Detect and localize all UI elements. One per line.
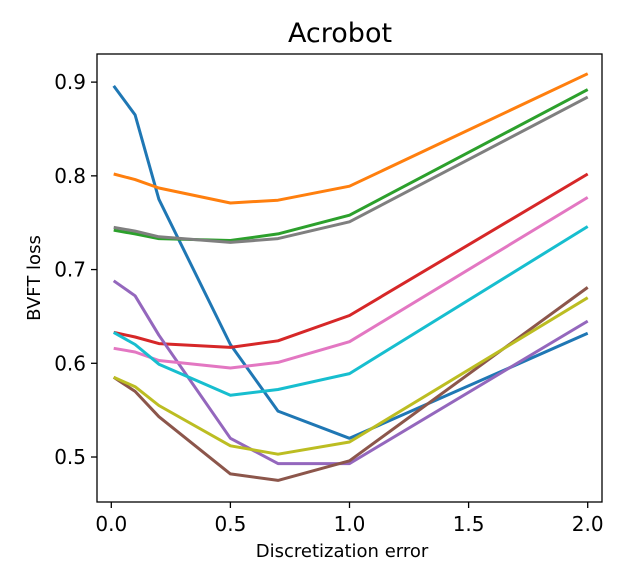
y-tick-label: 0.8 [54, 164, 86, 188]
series-line-5 [112, 279, 589, 466]
y-tick-label: 0.9 [54, 70, 86, 94]
y-tick-label: 0.7 [54, 258, 86, 282]
y-axis-ticks: 0.5 0.6 0.7 0.8 0.9 [54, 70, 97, 469]
series-line-7 [113, 196, 589, 370]
series-line-9 [113, 296, 589, 456]
series-line-8 [113, 95, 589, 244]
x-tick-label: 0.0 [95, 512, 127, 536]
x-tick-label: 1.5 [453, 512, 485, 536]
x-axis-ticks: 0.0 0.5 1.0 1.5 2.0 [95, 502, 604, 536]
chart-title: Acrobot [288, 18, 392, 49]
series-line-4 [113, 172, 589, 349]
x-tick-label: 1.0 [334, 512, 366, 536]
series-lines [112, 72, 589, 482]
x-tick-label: 2.0 [572, 512, 604, 536]
series-line-10 [112, 225, 589, 397]
y-axis-label: BVFT loss [24, 235, 45, 321]
series-line-2 [113, 72, 589, 205]
series-line-1 [112, 85, 589, 440]
x-tick-label: 0.5 [214, 512, 246, 536]
x-axis-label: Discretization error [256, 541, 429, 562]
series-line-6 [112, 286, 589, 482]
y-tick-label: 0.5 [54, 445, 86, 469]
y-tick-label: 0.6 [54, 351, 86, 375]
series-line-3 [113, 88, 589, 242]
